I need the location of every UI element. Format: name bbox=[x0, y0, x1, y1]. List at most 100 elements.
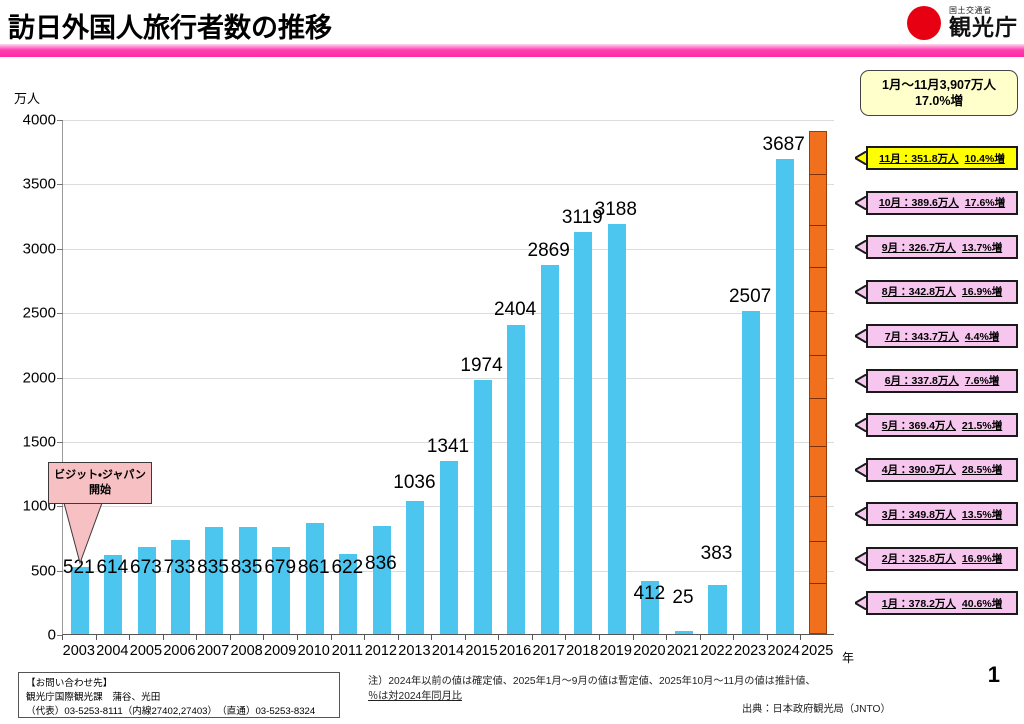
monthly-callout-value: 3月：349.8万人 bbox=[881, 508, 956, 521]
contact-phone: （代表）03-5253-8111（内線27402,27403） （直通）03-5… bbox=[26, 705, 316, 717]
summary-line1: 1月〜11月3,907万人 bbox=[882, 77, 996, 92]
monthly-callout-value: 2月：325.8万人 bbox=[881, 553, 956, 565]
x-axis-tick-label: 2015 bbox=[465, 643, 498, 659]
x-axis-tick-label: 2006 bbox=[163, 643, 196, 659]
bar bbox=[607, 223, 626, 634]
bar-value-label: 3119 bbox=[561, 207, 603, 229]
visit-japan-callout: ビジット・ジャパン 開始 bbox=[48, 462, 152, 504]
bar-value-label: 836 bbox=[365, 553, 397, 574]
x-axis-tick-label: 2010 bbox=[297, 643, 330, 659]
gridline bbox=[63, 313, 834, 315]
bar bbox=[372, 526, 391, 634]
gridline bbox=[63, 248, 834, 250]
monthly-callout: 2月：325.8万人 16.9%増 bbox=[866, 546, 1018, 571]
bar-value-label: 521 bbox=[62, 557, 95, 578]
x-axis-tick-mark bbox=[599, 635, 601, 640]
x-axis-tick-label: 2023 bbox=[733, 643, 767, 659]
x-axis-tick-label: 2008 bbox=[230, 643, 263, 659]
y-axis-tick-label: 3500 bbox=[22, 175, 56, 193]
bar-value-label: 412 bbox=[633, 583, 666, 604]
monthly-callout: 10月：389.6万人 17.6%増 bbox=[866, 190, 1018, 215]
chart-footnote: 注）2024年以前の値は確定値、2025年1月〜9月の値は暫定値、2025年10… bbox=[368, 674, 838, 705]
bar-segment-divider bbox=[810, 354, 827, 356]
bar-segment-divider bbox=[810, 266, 827, 268]
page-number: 1 bbox=[987, 662, 1000, 687]
x-axis-tick-label: 2007 bbox=[196, 643, 230, 659]
x-axis-tick-mark bbox=[699, 635, 701, 640]
x-axis-tick-mark bbox=[733, 635, 735, 640]
x-axis-tick-mark bbox=[397, 635, 399, 640]
bar-value-label: 622 bbox=[331, 557, 364, 578]
y-axis-tick-mark bbox=[57, 313, 63, 315]
y-axis-tick-mark bbox=[57, 248, 63, 250]
x-axis-tick-label: 2022 bbox=[700, 643, 733, 659]
y-axis-tick-label: 3000 bbox=[22, 240, 56, 258]
bar-value-label: 733 bbox=[163, 557, 196, 578]
bar bbox=[70, 566, 89, 634]
monthly-callout: 7月：343.7万人 4.4%増 bbox=[866, 324, 1018, 348]
bar-value-label: 3687 bbox=[762, 134, 805, 156]
bar bbox=[507, 324, 526, 634]
x-axis-tick-label: 2025 bbox=[801, 643, 834, 659]
monthly-callout-value: 5月：369.4万人 bbox=[881, 419, 956, 432]
visit-japan-line1: ビジット・ジャパン bbox=[54, 469, 146, 482]
monthly-callout-pct: 10.4%増 bbox=[964, 152, 1005, 165]
gridline bbox=[63, 184, 834, 186]
bar bbox=[104, 554, 123, 634]
bar bbox=[439, 461, 459, 634]
chart-plot-area bbox=[62, 120, 834, 635]
monthly-callout-value: 6月：337.8万人 bbox=[884, 375, 959, 387]
x-axis-tick-mark bbox=[464, 635, 466, 640]
bar-value-label: 383 bbox=[700, 543, 733, 564]
bar bbox=[742, 311, 761, 634]
bar bbox=[238, 526, 257, 634]
x-axis-tick-label: 2024 bbox=[767, 643, 800, 659]
bar bbox=[204, 526, 224, 634]
bar-value-label: 3188 bbox=[594, 198, 637, 220]
y-axis-tick-mark bbox=[57, 377, 63, 379]
x-axis-tick-label: 2012 bbox=[364, 643, 397, 659]
x-axis-tick-label: 2016 bbox=[498, 643, 532, 659]
monthly-callout-value: 7月：343.7万人 bbox=[884, 330, 959, 343]
y-axis-tick-label: 4000 bbox=[22, 111, 56, 129]
bar-value-label: 25 bbox=[672, 587, 694, 608]
monthly-callout-pct: 7.6%増 bbox=[964, 375, 1000, 387]
y-axis-tick-label: 500 bbox=[30, 562, 56, 580]
visit-japan-pointer bbox=[62, 502, 104, 570]
bar bbox=[171, 539, 190, 634]
y-axis-unit-label: 万人 bbox=[14, 91, 41, 106]
x-axis-tick-label: 2014 bbox=[431, 643, 465, 659]
bar-segment-divider bbox=[810, 446, 827, 447]
x-axis-tick-label: 2019 bbox=[599, 643, 632, 659]
monthly-callout: 5月：369.4万人 21.5%増 bbox=[866, 413, 1018, 437]
bar-value-label: 614 bbox=[96, 557, 129, 578]
contact-heading: 【お問い合わせ先】 bbox=[26, 678, 113, 689]
monthly-callout-value: 11月：351.8万人 bbox=[879, 152, 959, 165]
y-axis-tick-label: 2000 bbox=[22, 369, 56, 386]
y-axis-tick-label: 1500 bbox=[22, 433, 56, 451]
y-axis-tick-mark bbox=[57, 570, 63, 572]
monthly-callout-pct: 16.9%増 bbox=[961, 553, 1003, 565]
bar-segment-divider bbox=[810, 398, 827, 400]
gridline bbox=[63, 441, 834, 443]
bar bbox=[674, 630, 694, 634]
bar bbox=[775, 159, 794, 634]
x-axis-tick-label: 2018 bbox=[566, 643, 599, 659]
bar-segment-divider bbox=[810, 224, 827, 226]
bar-value-label: 835 bbox=[230, 557, 263, 578]
x-axis-tick-mark bbox=[364, 635, 366, 640]
monthly-callout-pct: 40.6%増 bbox=[961, 597, 1003, 610]
monthly-callout-pct: 16.9%増 bbox=[961, 286, 1003, 298]
summary-callout: 1月〜11月3,907万人 17.0%増 bbox=[860, 70, 1018, 116]
x-axis-tick-mark bbox=[229, 635, 231, 640]
header: 訪日外国人旅行者数の推移 国土交通省 観光庁 bbox=[0, 0, 1024, 57]
x-axis-tick-mark bbox=[62, 635, 63, 640]
x-axis-tick-mark bbox=[531, 635, 533, 640]
monthly-callout-value: 9月：326.7万人 bbox=[881, 241, 956, 254]
bar bbox=[272, 546, 291, 634]
bar-value-label: 2869 bbox=[527, 239, 570, 261]
bar bbox=[137, 547, 156, 634]
contact-box: 【お問い合わせ先】 観光庁国際観光課 蒲谷、光田 （代表）03-5253-811… bbox=[18, 672, 340, 718]
agency-logo: 国土交通省 観光庁 bbox=[905, 2, 1018, 44]
x-axis-tick-label: 2004 bbox=[96, 643, 129, 659]
